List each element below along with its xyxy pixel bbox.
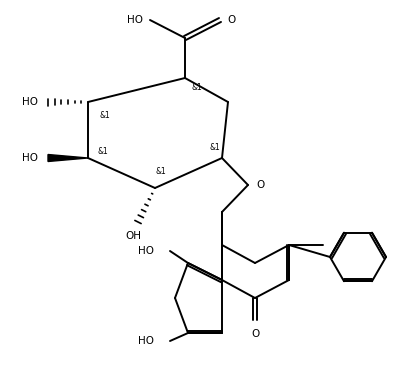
- Text: O: O: [227, 15, 235, 25]
- Text: &1: &1: [155, 167, 166, 177]
- Polygon shape: [48, 154, 88, 161]
- Text: HO: HO: [138, 336, 154, 346]
- Text: HO: HO: [127, 15, 143, 25]
- Text: &1: &1: [192, 83, 203, 92]
- Text: HO: HO: [22, 97, 38, 107]
- Text: OH: OH: [125, 231, 141, 241]
- Text: HO: HO: [22, 153, 38, 163]
- Text: O: O: [251, 329, 259, 339]
- Text: &1: &1: [97, 147, 108, 156]
- Text: O: O: [256, 180, 264, 190]
- Text: &1: &1: [210, 142, 221, 151]
- Text: HO: HO: [138, 246, 154, 256]
- Text: &1: &1: [100, 110, 111, 119]
